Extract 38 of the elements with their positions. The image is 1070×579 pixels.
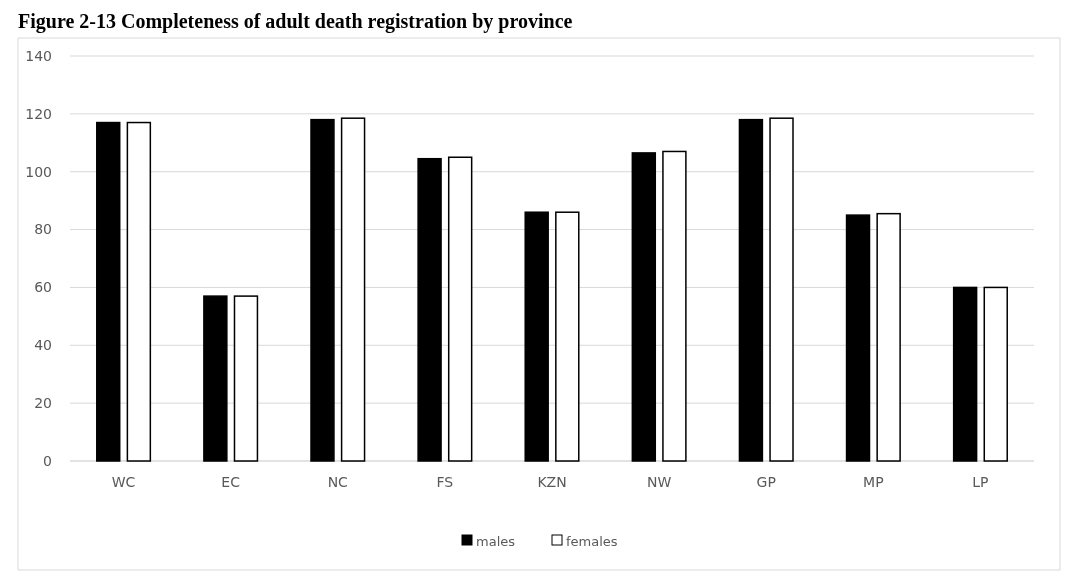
- x-tick-label: EC: [221, 474, 241, 490]
- bar: [983, 286, 1008, 462]
- bar: [631, 152, 657, 462]
- bar: [769, 117, 794, 462]
- legend-label: females: [566, 533, 618, 549]
- bar: [340, 117, 366, 462]
- bar: [845, 214, 871, 462]
- x-tick-label: WC: [111, 474, 136, 490]
- y-tick-label: 80: [34, 221, 52, 238]
- bar: [203, 295, 228, 462]
- y-tick-label: 0: [43, 452, 52, 469]
- bar: [126, 121, 152, 462]
- bar: [738, 118, 764, 462]
- bar: [555, 211, 580, 462]
- x-tick-label: MP: [863, 474, 884, 490]
- x-tick-label: NW: [646, 474, 672, 490]
- x-tick-label: GP: [756, 474, 776, 490]
- bar: [524, 211, 549, 462]
- y-tick-label: 120: [25, 105, 52, 122]
- chart-title: Figure 2-13 Completeness of adult death registration by province: [18, 10, 573, 33]
- x-tick-label: NC: [327, 474, 349, 490]
- bar: [96, 121, 121, 462]
- legend-label: males: [476, 533, 516, 549]
- bar: [310, 118, 335, 462]
- y-tick-label: 140: [25, 47, 52, 64]
- x-tick-label: KZN: [537, 474, 567, 490]
- bar: [447, 156, 473, 462]
- x-tick-label: FS: [436, 474, 454, 490]
- y-tick-label: 40: [34, 337, 52, 354]
- y-tick-label: 20: [34, 395, 52, 412]
- bar: [662, 150, 687, 462]
- x-tick-label: LP: [972, 474, 989, 490]
- bar: [233, 295, 259, 462]
- y-tick-label: 100: [25, 163, 52, 180]
- bar: [417, 157, 442, 462]
- bar: [876, 212, 901, 462]
- y-tick-label: 60: [34, 279, 52, 296]
- bar: [952, 286, 978, 462]
